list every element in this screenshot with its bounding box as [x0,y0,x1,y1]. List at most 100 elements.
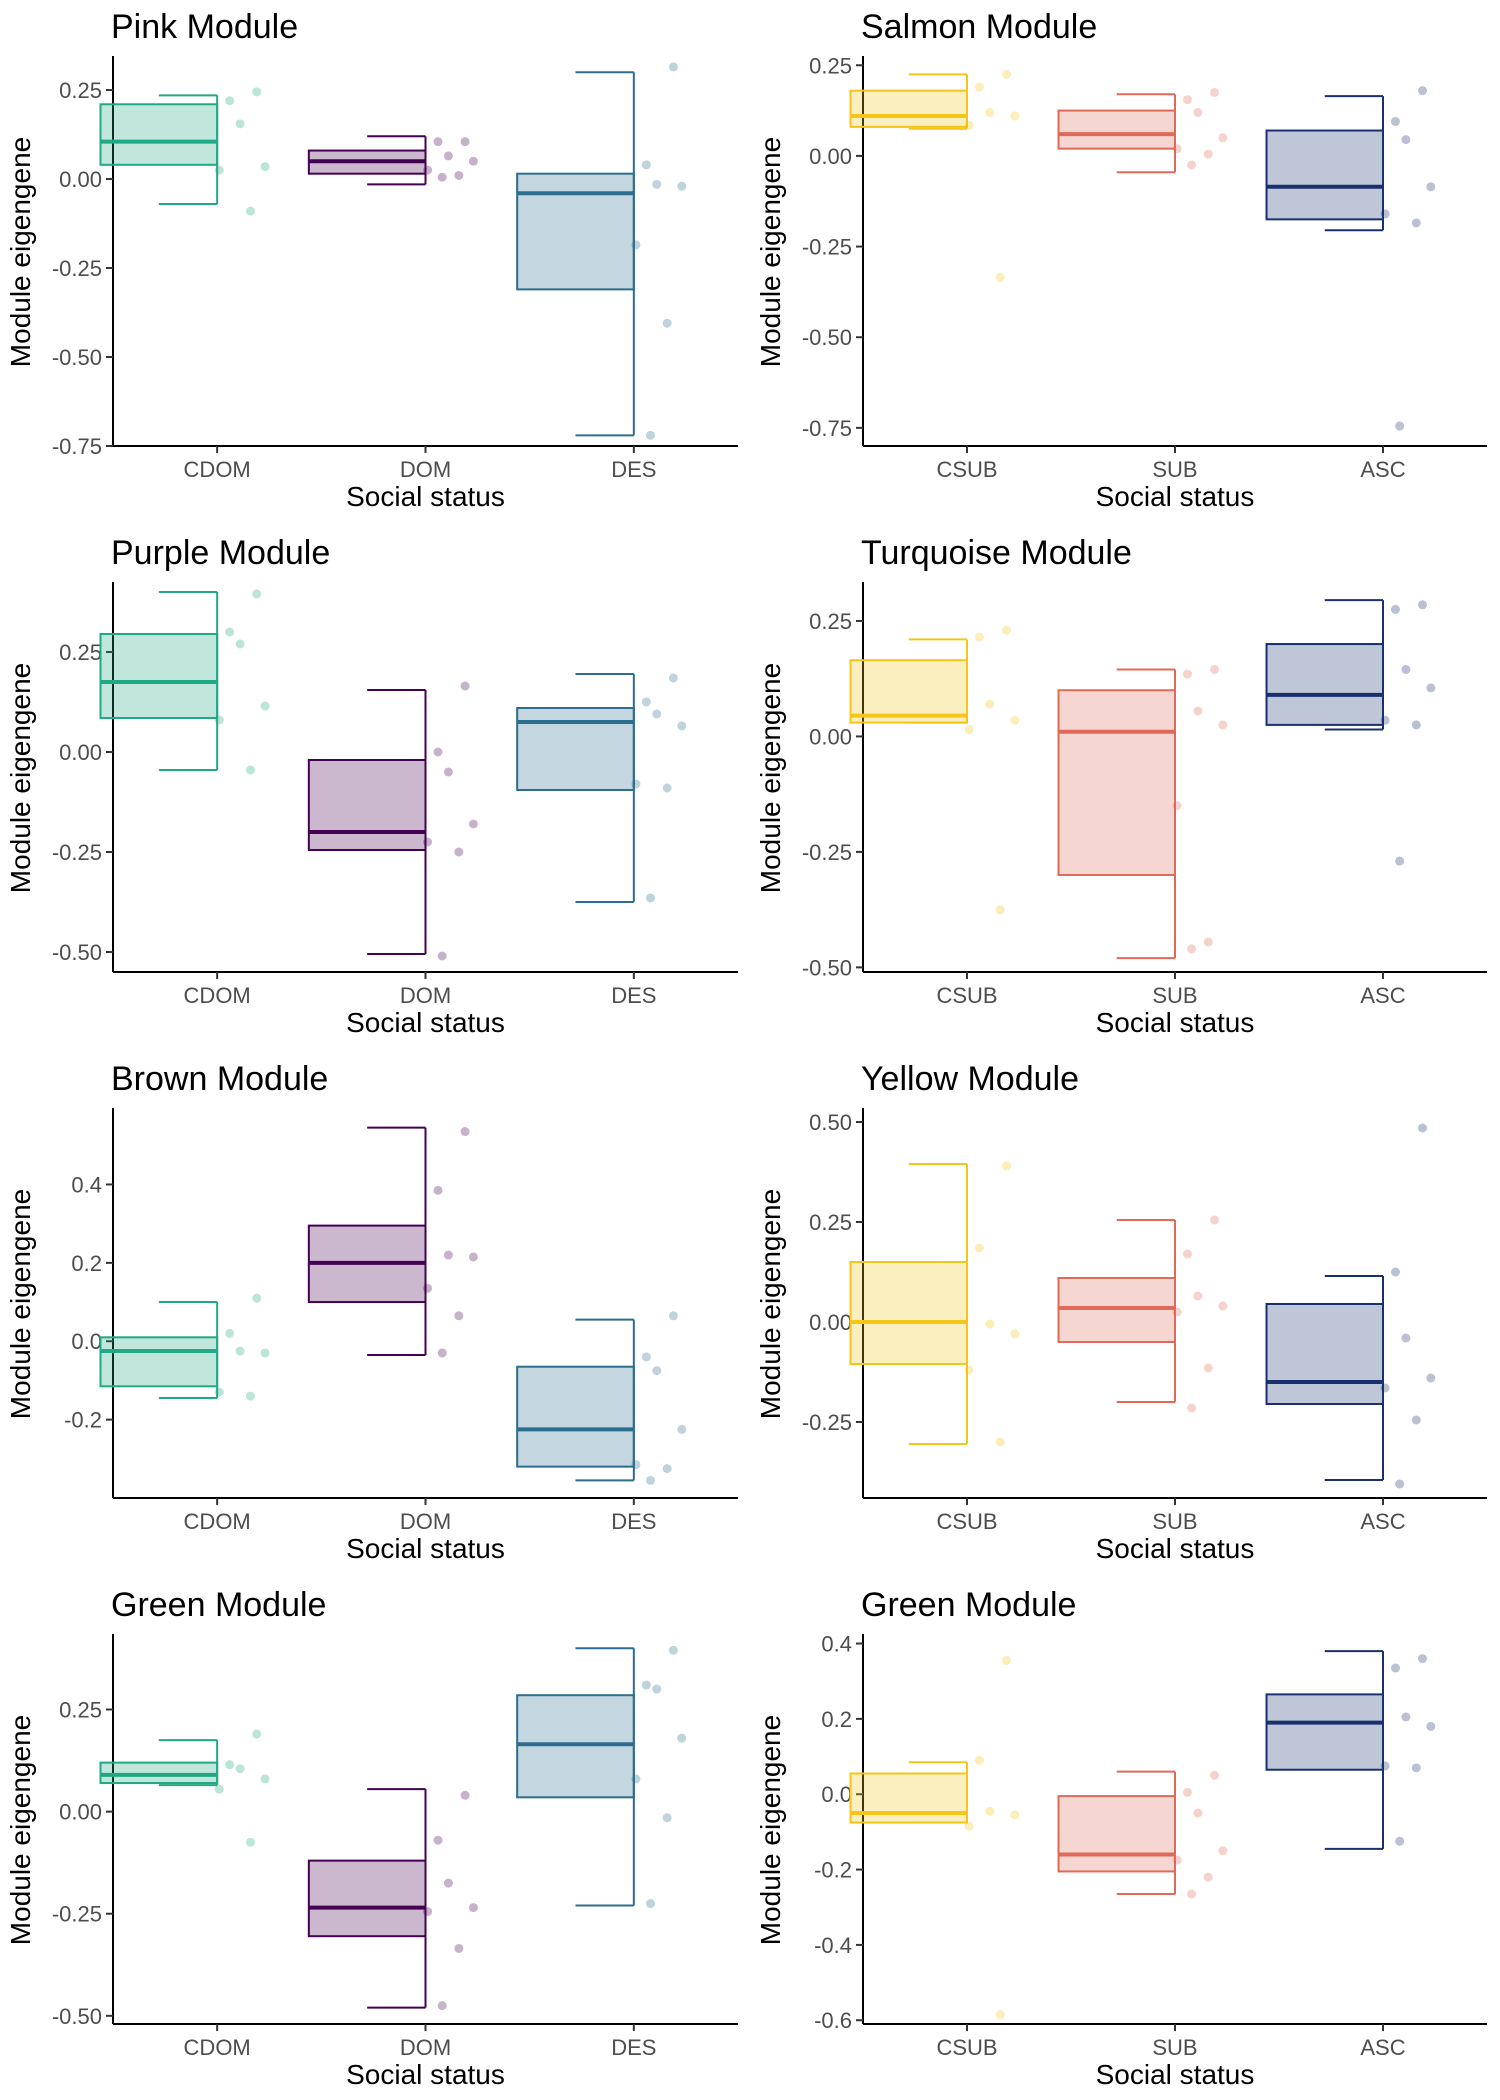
y-tick-label: 0.25 [809,53,852,78]
data-point [974,1755,984,1765]
data-point [985,1806,995,1816]
data-point [260,701,270,711]
box-iqr [1265,129,1385,221]
y-tick-label: -0.50 [52,2004,102,2029]
x-tick-label: CSUB [936,1509,997,1534]
x-tick-label: SUB [1152,2035,1197,2060]
data-point [1401,1333,1411,1343]
y-tick-label: 0.4 [821,1632,852,1657]
data-point [985,1319,995,1329]
data-point [1395,1836,1405,1846]
data-point [454,847,464,857]
data-point [1218,720,1228,730]
box-sub [1057,1215,1228,1413]
chart-title: Salmon Module [861,8,1097,46]
data-point [1395,421,1405,431]
y-tick-label: 0.25 [59,640,102,665]
y-tick-label: 0.25 [59,1698,102,1723]
y-tick-label: -0.6 [814,2008,852,2033]
data-point [985,107,995,117]
y-tick-label: 0.00 [59,1800,102,1825]
y-tick-label: -0.25 [802,1410,852,1435]
data-point [646,1475,655,1485]
data-point [641,1352,651,1362]
box-asc [1265,86,1436,431]
chart-panel-8: Green Module -0.6 -0.4 -0.2 0.0 0.2 0.4 CSUB SUB… [755,1586,1487,2090]
y-tick-label: -0.75 [52,434,102,459]
y-tick-label: -0.50 [802,955,852,980]
box-iqr [1057,109,1177,150]
data-point [677,1733,687,1743]
box-iqr [1057,1795,1177,1873]
x-tick-label: CSUB [936,983,997,1008]
chart-panel-2: Salmon Module -0.75 -0.50 -0.25 0.00 0.25 CSUB… [755,8,1487,512]
data-point [1411,1415,1421,1425]
y-tick-label: 0.00 [809,724,852,749]
y-axis-label: Module eigengene [5,137,36,367]
data-point [1411,218,1421,228]
data-point [460,1127,470,1137]
box-iqr [307,1859,427,1938]
data-point [235,119,245,129]
data-point [1193,1291,1203,1301]
x-tick-label: DOM [400,1509,451,1534]
data-point [225,1760,235,1770]
y-tick-label: 0.2 [821,1707,852,1732]
data-point [1380,715,1390,725]
data-point [260,1774,270,1784]
x-tick-label: DES [611,457,656,482]
data-point [1203,937,1213,947]
data-point [1426,1721,1436,1731]
box-csub [849,1655,1020,2020]
data-point [225,627,235,637]
box-sub [1057,1770,1228,1899]
y-tick-label: -0.25 [52,840,102,865]
data-point [1390,1267,1400,1277]
data-point [260,1348,270,1358]
data-point [995,272,1005,282]
data-point [214,1784,224,1794]
data-point [1182,95,1192,105]
data-point [1182,1787,1192,1797]
data-point [677,1424,687,1434]
data-point [662,318,672,328]
data-point [468,819,478,829]
x-axis-label: Social status [1096,1533,1255,1564]
data-point [1010,1329,1020,1339]
data-point [252,589,262,599]
data-point [652,709,662,719]
data-point [668,673,678,683]
data-point [423,837,433,847]
data-point [646,430,655,440]
y-tick-label: 0.00 [59,740,102,765]
box-iqr [516,1694,635,1799]
x-tick-label: DES [611,983,656,1008]
data-point [246,765,255,775]
x-axis-label: Social status [1096,2059,1255,2090]
data-point [1010,1810,1020,1820]
x-tick-label: ASC [1360,457,1405,482]
chart-panel-1: Pink Module -0.75 -0.50 -0.25 0.00 0.25 CDOM DO… [5,8,738,512]
x-tick-label: CDOM [184,983,251,1008]
data-point [1187,1403,1197,1413]
y-tick-label: -0.25 [52,256,102,281]
y-tick-label: -0.25 [802,840,852,865]
x-tick-label: DES [611,1509,656,1534]
data-point [964,725,974,734]
data-point [1203,1872,1213,1882]
data-point [443,1250,453,1260]
y-tick-label: 0.25 [59,78,102,103]
chart-title: Brown Module [111,1060,328,1098]
data-point [423,1907,433,1917]
data-point [1411,1763,1421,1773]
box-iqr [1265,643,1385,726]
data-point [677,181,687,191]
data-point [652,1684,662,1694]
data-point [1418,600,1428,610]
y-axis-label: Module eigengene [755,137,786,367]
chart-panel-4: Turquoise Module -0.50 -0.25 0.00 0.25 CSUB SU… [755,534,1487,1038]
data-point [1002,1161,1012,1171]
y-tick-label: -0.4 [814,1933,852,1958]
box-asc [1265,1123,1436,1489]
data-point [641,697,651,707]
